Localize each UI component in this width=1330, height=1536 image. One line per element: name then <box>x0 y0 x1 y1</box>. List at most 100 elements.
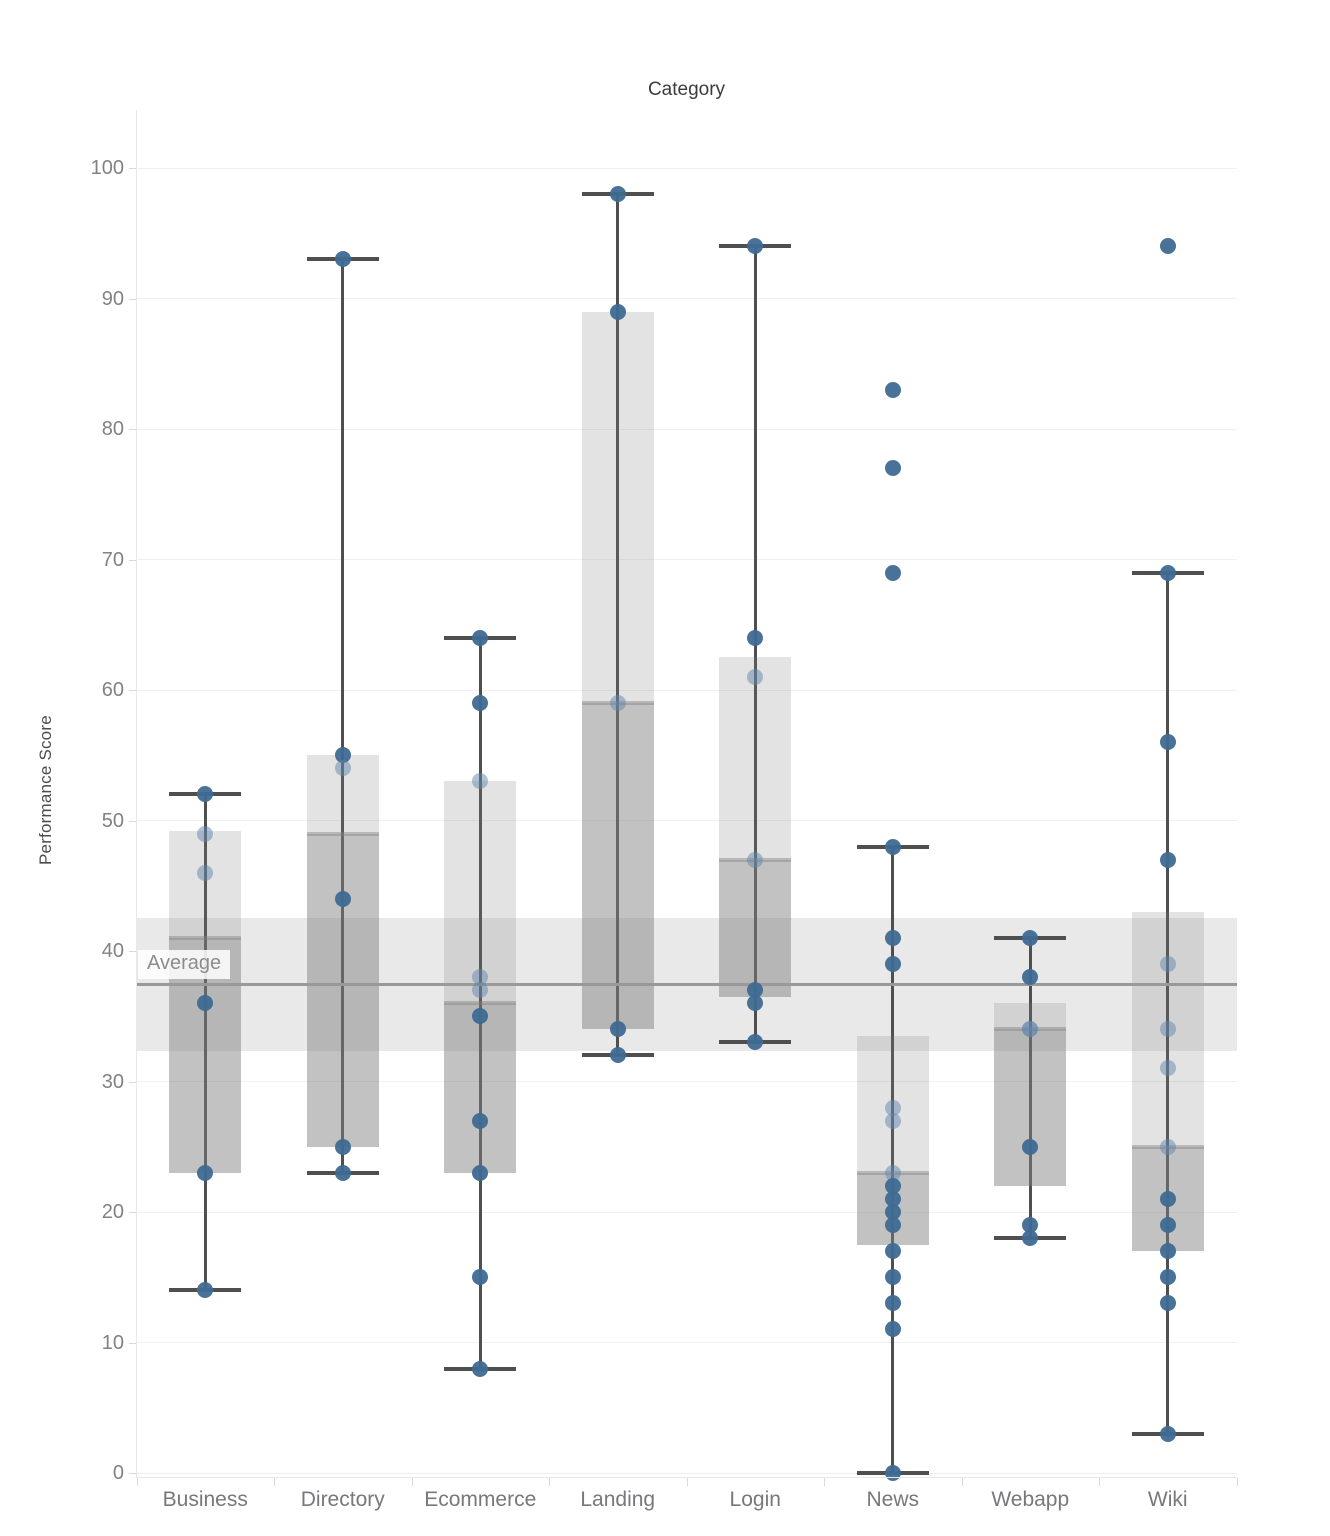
data-point-ecommerce-53[interactable] <box>472 773 489 790</box>
data-point-login-64[interactable] <box>747 629 764 646</box>
data-point-ecommerce-38[interactable] <box>472 969 489 986</box>
data-point-business-36[interactable] <box>197 995 214 1012</box>
data-point-news-15[interactable] <box>884 1269 901 1286</box>
x-category-label-directory[interactable]: Directory <box>300 1488 385 1511</box>
data-point-wiki-47[interactable] <box>1159 851 1176 868</box>
box-lower-webapp[interactable] <box>994 1029 1067 1186</box>
data-point-ecommerce-64[interactable] <box>472 629 489 646</box>
data-point-business-52[interactable] <box>197 786 214 803</box>
x-category-label-login[interactable]: Login <box>729 1488 781 1511</box>
data-point-news-21[interactable] <box>884 1190 901 1207</box>
data-point-wiki-69[interactable] <box>1159 564 1176 581</box>
data-point-news-13[interactable] <box>884 1295 901 1312</box>
data-point-login-33[interactable] <box>747 1034 764 1051</box>
box-upper-landing[interactable] <box>581 311 654 704</box>
x-axis-tick <box>824 1478 825 1486</box>
data-point-news-48[interactable] <box>884 838 901 855</box>
data-point-news-41[interactable] <box>884 929 901 946</box>
data-point-news-23[interactable] <box>884 1164 901 1181</box>
data-point-ecommerce-27[interactable] <box>472 1112 489 1129</box>
x-category-label-business[interactable]: Business <box>162 1488 248 1511</box>
data-point-news-19[interactable] <box>884 1217 901 1234</box>
data-point-business-23[interactable] <box>197 1164 214 1181</box>
box-lower-landing[interactable] <box>581 703 654 1030</box>
box-lower-directory[interactable] <box>306 833 379 1147</box>
data-point-wiki-94[interactable] <box>1159 238 1176 255</box>
data-point-directory-55[interactable] <box>334 747 351 764</box>
x-category-label-news[interactable]: News <box>866 1488 919 1511</box>
data-point-wiki-17[interactable] <box>1159 1243 1176 1260</box>
x-axis-tick <box>961 1478 963 1486</box>
data-point-news-77[interactable] <box>884 460 901 477</box>
data-point-landing-89[interactable] <box>609 303 626 320</box>
data-point-wiki-19[interactable] <box>1159 1217 1176 1234</box>
data-point-news-69[interactable] <box>884 564 901 581</box>
data-point-ecommerce-37[interactable] <box>472 982 489 999</box>
data-point-wiki-13[interactable] <box>1159 1295 1176 1312</box>
data-point-wiki-39[interactable] <box>1159 956 1176 973</box>
data-point-landing-32[interactable] <box>609 1047 626 1064</box>
data-point-login-47[interactable] <box>747 851 764 868</box>
data-point-ecommerce-23[interactable] <box>472 1164 489 1181</box>
x-category-label-ecommerce[interactable]: Ecommerce <box>424 1488 537 1511</box>
x-category-label-landing[interactable]: Landing <box>580 1488 656 1511</box>
whisker-news[interactable] <box>891 846 895 1473</box>
box-upper-login[interactable] <box>719 657 792 860</box>
data-point-wiki-21[interactable] <box>1159 1190 1176 1207</box>
data-point-wiki-15[interactable] <box>1159 1269 1176 1286</box>
data-point-news-22[interactable] <box>884 1177 901 1194</box>
data-point-directory-25[interactable] <box>334 1138 351 1155</box>
data-point-webapp-41[interactable] <box>1022 929 1039 946</box>
data-point-login-94[interactable] <box>747 238 764 255</box>
data-point-news-83[interactable] <box>884 381 901 398</box>
x-category-label-webapp[interactable]: Webapp <box>991 1488 1070 1511</box>
data-point-login-61[interactable] <box>747 668 764 685</box>
x-category-label-wiki[interactable]: Wiki <box>1147 1488 1188 1511</box>
data-point-login-37[interactable] <box>747 982 764 999</box>
box-lower-login[interactable] <box>719 859 792 997</box>
data-point-news-39[interactable] <box>884 956 901 973</box>
data-point-webapp-18[interactable] <box>1022 1230 1039 1247</box>
data-point-login-36[interactable] <box>747 995 764 1012</box>
data-point-ecommerce-15[interactable] <box>472 1269 489 1286</box>
data-point-news-20[interactable] <box>884 1204 901 1220</box>
data-point-ecommerce-35[interactable] <box>472 1008 489 1025</box>
whisker-landing[interactable] <box>616 194 620 1056</box>
whisker-ecommerce[interactable] <box>478 637 482 1369</box>
data-point-directory-54[interactable] <box>334 760 351 777</box>
data-point-business-49[interactable] <box>197 825 214 842</box>
data-point-news-28[interactable] <box>884 1099 901 1116</box>
data-point-webapp-19[interactable] <box>1022 1217 1039 1234</box>
data-point-wiki-3[interactable] <box>1159 1425 1176 1442</box>
data-point-landing-59[interactable] <box>609 695 626 712</box>
gridline-80 <box>136 428 1237 430</box>
data-point-ecommerce-59[interactable] <box>472 695 489 712</box>
box-upper-business[interactable] <box>169 830 242 938</box>
whisker-business[interactable] <box>203 794 207 1291</box>
box-upper-ecommerce[interactable] <box>444 781 517 1004</box>
box-lower-ecommerce[interactable] <box>444 1003 517 1173</box>
whisker-wiki[interactable] <box>1166 572 1170 1434</box>
data-point-news-11[interactable] <box>884 1321 901 1338</box>
data-point-webapp-25[interactable] <box>1022 1138 1039 1155</box>
whisker-webapp[interactable] <box>1028 937 1032 1239</box>
data-point-wiki-56[interactable] <box>1159 734 1176 751</box>
y-axis-tick <box>129 690 136 691</box>
data-point-directory-23[interactable] <box>334 1164 351 1181</box>
data-point-ecommerce-8[interactable] <box>472 1360 489 1377</box>
data-point-webapp-34[interactable] <box>1022 1021 1039 1038</box>
data-point-directory-93[interactable] <box>334 251 351 268</box>
data-point-business-14[interactable] <box>197 1282 214 1299</box>
data-point-wiki-34[interactable] <box>1159 1021 1176 1038</box>
data-point-wiki-25[interactable] <box>1159 1138 1176 1155</box>
whisker-directory[interactable] <box>341 259 345 1173</box>
data-point-directory-44[interactable] <box>334 890 351 907</box>
data-point-landing-98[interactable] <box>609 186 626 203</box>
data-point-landing-34[interactable] <box>609 1021 626 1038</box>
data-point-webapp-38[interactable] <box>1022 969 1039 986</box>
data-point-news-17[interactable] <box>884 1243 901 1260</box>
data-point-business-46[interactable] <box>197 864 214 881</box>
data-point-wiki-31[interactable] <box>1159 1060 1176 1077</box>
data-point-news-27[interactable] <box>884 1112 901 1129</box>
data-point-news-0[interactable] <box>884 1465 901 1481</box>
